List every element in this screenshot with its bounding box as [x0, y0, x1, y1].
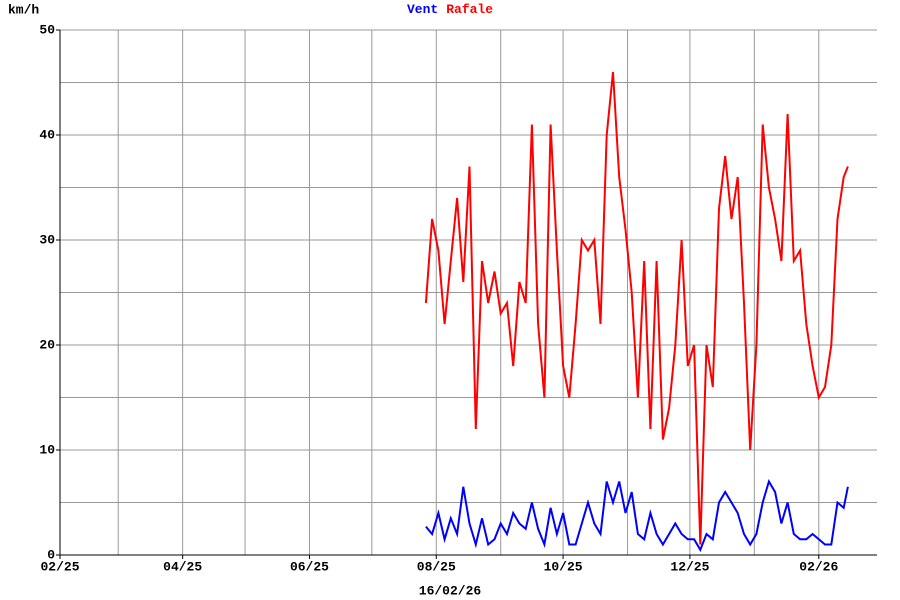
legend-entry: Vent [407, 2, 438, 17]
x-tick-label: 12/25 [670, 559, 709, 574]
y-tick-label: 20 [39, 337, 55, 352]
line-series [425, 479, 849, 553]
x-tick-label: 06/25 [290, 559, 329, 574]
legend: Vent Rafale [407, 2, 493, 17]
x-tick-label: 04/25 [163, 559, 202, 574]
legend: Vent Rafale [407, 2, 493, 17]
x-tick-label: 10/25 [544, 559, 583, 574]
x-tick-label: 02/25 [40, 559, 79, 574]
y-tick-label: 10 [39, 442, 55, 457]
y-axis-label: km/h [8, 2, 39, 17]
y-tick-label: 50 [39, 22, 55, 37]
x-axis-label: 16/02/26 [419, 583, 482, 598]
y-tick-label: 40 [39, 127, 55, 142]
y-tick-label: 30 [39, 232, 55, 247]
legend-entry: Rafale [446, 2, 493, 17]
x-tick-label: 02/26 [799, 559, 838, 574]
x-tick-label: 08/25 [417, 559, 456, 574]
y-tick-label: 0 [47, 547, 55, 562]
line-series [424, 71, 849, 545]
